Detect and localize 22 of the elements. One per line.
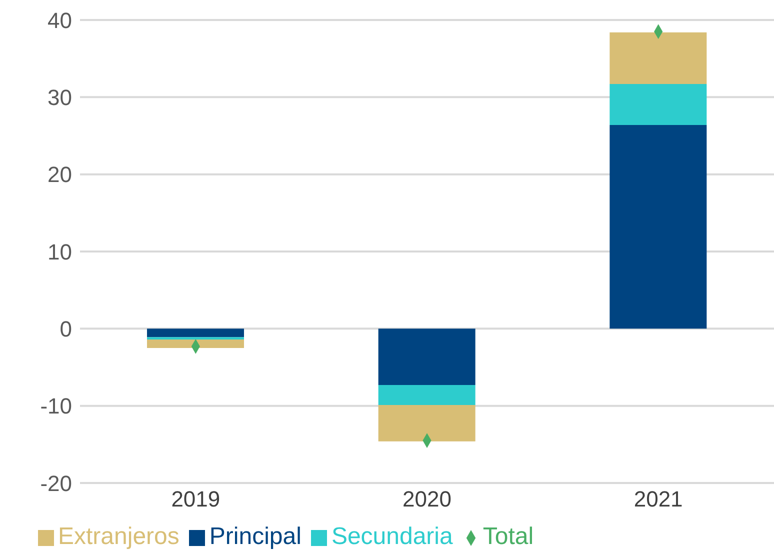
bar [147,339,244,348]
x-tick-label: 2019 [171,486,220,512]
bar [378,405,476,442]
bar [378,385,476,406]
legend-label: Secundaria [331,523,453,550]
y-tick-label: 40 [48,8,72,33]
x-tick-label: 2020 [402,486,452,512]
y-tick-label: 0 [60,316,72,342]
x-tick-label: 2021 [634,486,683,512]
y-tick-label: -20 [40,470,72,496]
y-tick-label: 20 [48,162,72,188]
legend-label: Principal [209,523,302,550]
y-tick-label: 10 [48,239,72,264]
y-tick-label: 30 [48,84,72,110]
y-tick-label: -10 [40,394,72,419]
bar [610,84,707,125]
legend-label: Extranjeros [58,523,180,550]
bar [147,328,244,338]
bar [378,328,476,385]
legend-label: Total [482,523,534,550]
bar [610,124,707,329]
bar [610,32,707,84]
